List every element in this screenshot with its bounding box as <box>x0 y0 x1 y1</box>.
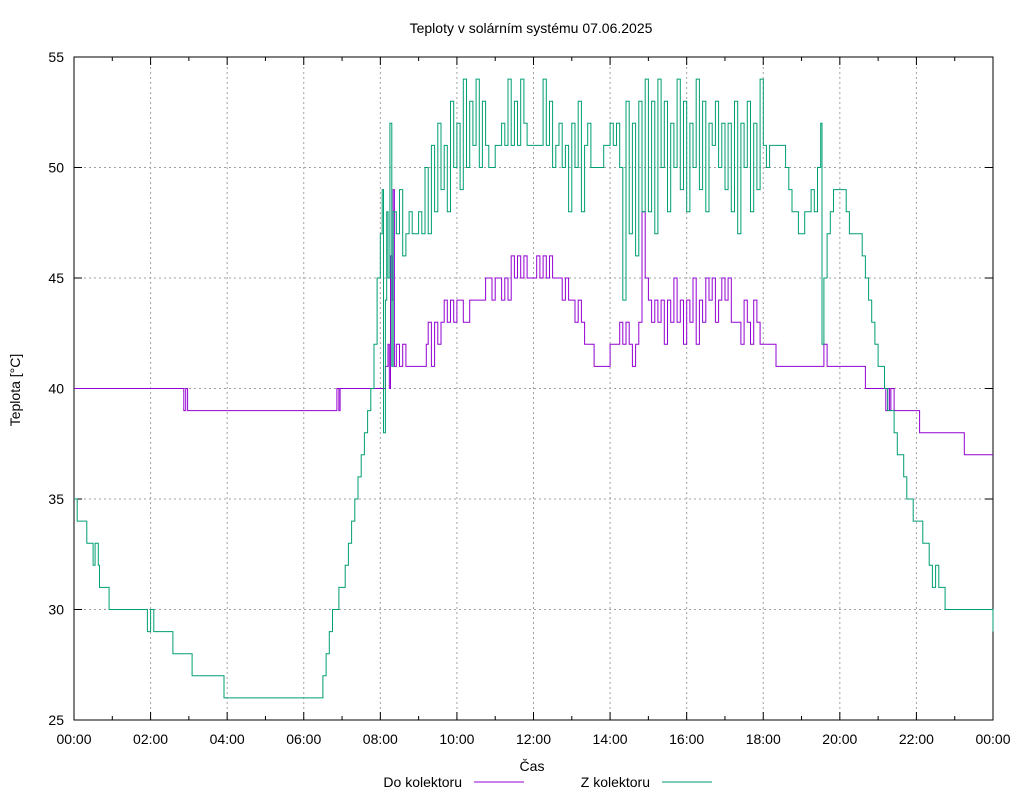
y-axis-label: Teplota [°C] <box>7 354 23 427</box>
chart-title: Teploty v solárním systému 07.06.2025 <box>410 20 653 36</box>
x-tick-label: 10:00 <box>439 731 474 747</box>
y-tick-label: 45 <box>48 270 64 286</box>
x-tick-label: 04:00 <box>210 731 245 747</box>
series-layer <box>74 78 994 699</box>
y-tick-label: 40 <box>48 381 64 397</box>
x-tick-label: 06:00 <box>286 731 321 747</box>
legend: Do kolektoru Z kolektoru <box>383 774 712 790</box>
x-tick-label: 20:00 <box>822 731 857 747</box>
y-tick-label: 25 <box>48 712 64 728</box>
x-tick-label: 12:00 <box>516 731 551 747</box>
x-tick-label: 18:00 <box>746 731 781 747</box>
x-tick-label: 14:00 <box>593 731 628 747</box>
x-tick-label: 22:00 <box>899 731 934 747</box>
y-tick-label: 55 <box>48 49 64 65</box>
axis-ticks: 25 30 35 40 45 50 55 00:00 02:00 04:00 06:00 08:00 1… <box>48 49 1010 747</box>
legend-label-z-kolektoru: Z kolektoru <box>581 774 650 790</box>
x-tick-label: 02:00 <box>133 731 168 747</box>
y-tick-label: 35 <box>48 491 64 507</box>
y-tick-label: 50 <box>48 160 64 176</box>
legend-label-do-kolektoru: Do kolektoru <box>383 774 462 790</box>
x-tick-label: 00:00 <box>975 731 1010 747</box>
y-tick-label: 30 <box>48 602 64 618</box>
grid <box>74 57 993 720</box>
x-axis-label: Čas <box>520 758 545 774</box>
x-tick-label: 08:00 <box>363 731 398 747</box>
series-line-do-kolektoru <box>74 189 993 456</box>
x-tick-label: 00:00 <box>56 731 91 747</box>
x-tick-label: 16:00 <box>669 731 704 747</box>
series-line-z-kolektoru <box>74 78 994 699</box>
